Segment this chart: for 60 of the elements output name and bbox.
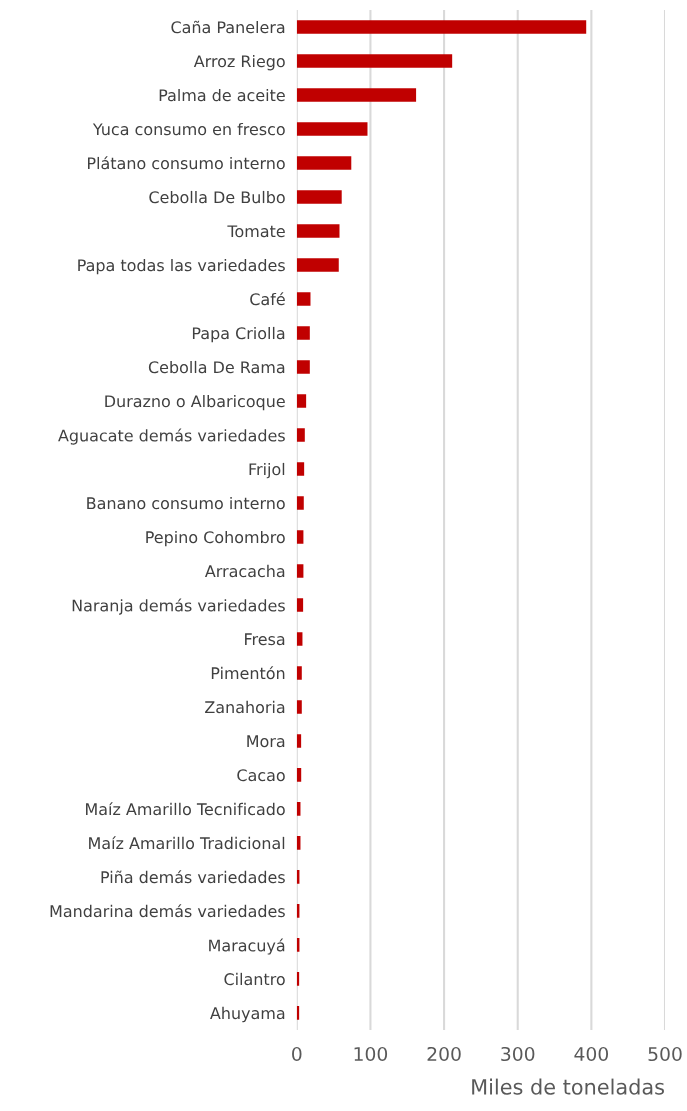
y-tick-label: Zanahoria (205, 700, 285, 714)
y-tick-label: Maíz Amarillo Tradicional (89, 836, 285, 850)
y-tick-label: Maíz Amarillo Tecnificado (86, 802, 285, 816)
bar (296, 326, 310, 340)
bar (296, 224, 340, 238)
bar (296, 190, 342, 204)
bar (296, 394, 307, 408)
bar (296, 734, 302, 748)
y-tick-label: Mora (247, 735, 285, 748)
x-tick-label: 200 (427, 1046, 461, 1062)
y-tick-label: Frijol (249, 462, 285, 479)
bar (296, 88, 417, 102)
bar (296, 768, 302, 782)
y-tick-label: Ahuyama (210, 1006, 285, 1023)
bar (296, 54, 453, 68)
bar (296, 700, 302, 714)
y-tick-label: Banano consumo interno (87, 496, 285, 510)
y-tick-label: Cebolla De Rama (148, 360, 285, 374)
x-axis-title: Miles de toneladas (472, 1078, 664, 1095)
bar (296, 564, 304, 578)
y-tick-label: Pepino Cohombro (146, 530, 285, 547)
bar (296, 156, 352, 170)
y-tick-label: Caña Panelera (171, 20, 285, 34)
y-tick-label: Tomate (227, 225, 285, 238)
y-tick-label: Palma de aceite (159, 88, 285, 102)
y-tick-label: Papa Criolla (192, 326, 285, 343)
y-tick-label: Fresa (245, 633, 285, 646)
x-tick-label: 400 (574, 1046, 609, 1062)
y-tick-label: Pimentón (211, 666, 285, 680)
bar (296, 122, 368, 136)
y-tick-label: Durazno o Albaricoque (105, 394, 285, 411)
y-tick-label: Naranja demás variedades (72, 598, 285, 615)
y-tick-label: Cilantro (224, 972, 285, 986)
y-tick-label: Arroz Riego (193, 54, 285, 71)
bar (296, 496, 304, 510)
y-tick-label: Cebolla De Bulbo (149, 190, 285, 204)
bar (296, 666, 302, 680)
bar (296, 632, 303, 646)
x-tick-label: 0 (292, 1046, 302, 1062)
y-tick-label: Plátano consumo interno (88, 156, 285, 170)
bar (296, 20, 587, 34)
y-tick-label: Mandarina demás variedades (50, 904, 285, 918)
bar (296, 530, 304, 544)
y-tick-label: Papa todas las variedades (78, 258, 285, 275)
x-tick-label: 300 (501, 1046, 535, 1062)
y-tick-label: Aguacate demás variedades (58, 428, 285, 445)
y-tick-label: Piña demás variedades (101, 870, 285, 884)
bar (296, 258, 339, 272)
x-tick-label: 500 (648, 1046, 682, 1062)
x-tick-label: 100 (354, 1046, 388, 1062)
y-tick-label: Cacao (237, 769, 285, 782)
bar (296, 462, 305, 476)
bar (296, 360, 310, 374)
y-tick-label: Yuca consumo en fresco (92, 122, 285, 136)
bar (296, 292, 311, 306)
y-tick-label: Café (250, 292, 285, 306)
bar (296, 428, 305, 442)
y-tick-label: Maracuyá (209, 938, 285, 955)
y-tick-label: Arracacha (204, 564, 285, 578)
bar (296, 598, 304, 612)
